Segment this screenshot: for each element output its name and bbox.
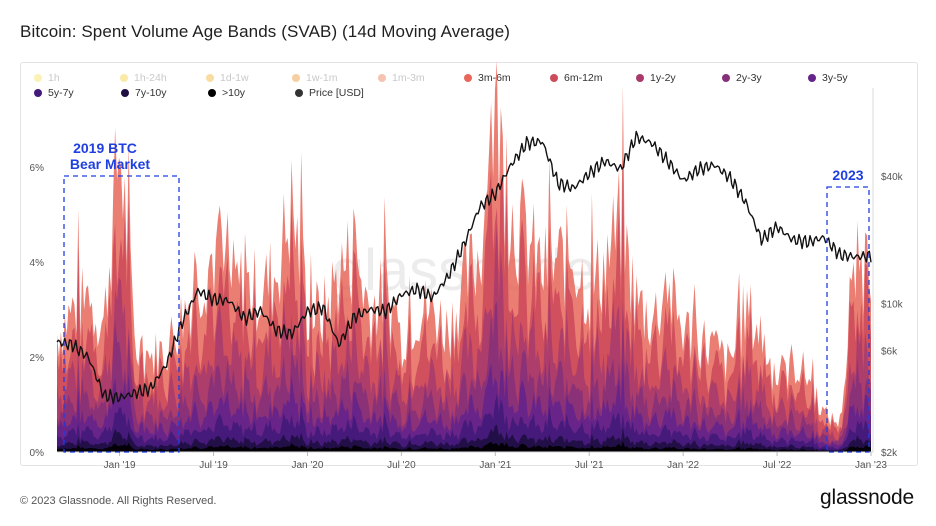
legend-item[interactable]: 1d-1w (206, 72, 292, 84)
legend-item[interactable]: 6m-12m (550, 72, 636, 84)
svab-band-3y-5y (57, 359, 871, 452)
price-series (56, 130, 872, 405)
legend-dot-icon (208, 88, 216, 97)
legend-label: 1d-1w (220, 71, 249, 84)
y-right-tick-label: $6k (881, 347, 898, 358)
y-left-tick-label: 0% (30, 448, 45, 459)
legend-dot-icon (34, 73, 42, 82)
svab-band-1y-2y (57, 223, 871, 452)
x-tick-label: Jul '22 (763, 460, 792, 471)
legend-item[interactable]: 5y-7y (34, 87, 121, 99)
annotation-box-2019 (63, 175, 180, 453)
legend-dot-icon (464, 73, 472, 82)
legend-item[interactable]: 1h (34, 72, 120, 84)
legend-label: >10y (222, 86, 246, 99)
legend-item[interactable]: 1w-1m (292, 72, 378, 84)
legend-dot-icon (121, 88, 129, 97)
svab-band-7y-10y (57, 424, 871, 452)
legend-item[interactable]: 7y-10y (121, 87, 208, 99)
y-right-tick-label: $40k (881, 172, 904, 183)
annotation-box-2023 (826, 186, 870, 453)
legend-label: 3m-6m (478, 71, 511, 84)
y-left-tick-label: 4% (30, 258, 45, 269)
legend-dot-icon (292, 73, 300, 82)
legend-dot-icon (378, 73, 386, 82)
annotation-label-2019-line2: Bear Market (70, 156, 150, 172)
legend-item[interactable]: Price [USD] (295, 87, 382, 99)
legend: 1h 1h-24h 1d-1w 1w-1m 1m-3m 3m-6m 6m-12m 1y-2y 2… (34, 70, 894, 100)
x-tick-label: Jan '23 (855, 460, 887, 471)
legend-item[interactable]: >10y (208, 87, 295, 99)
x-tick-label: Jul '20 (387, 460, 416, 471)
legend-label: 1y-2y (650, 71, 676, 84)
brand-logo: glassnode (820, 486, 914, 509)
annotation-label-2023: 2023 (832, 167, 863, 183)
legend-label: 2y-3y (736, 71, 762, 84)
x-tick-label: Jan '20 (291, 460, 323, 471)
legend-dot-icon (808, 73, 816, 82)
price-line (56, 130, 872, 405)
x-tick-label: Jan '21 (479, 460, 511, 471)
svab-band-5y-7y (57, 393, 871, 452)
legend-label: 1h-24h (134, 71, 167, 84)
x-tick-label: Jul '19 (199, 460, 228, 471)
svab-band->10y (57, 441, 871, 452)
copyright: © 2023 Glassnode. All Rights Reserved. (20, 495, 217, 507)
legend-item[interactable]: 3m-6m (464, 72, 550, 84)
annotation-label-2019-line1: 2019 BTC (73, 140, 137, 156)
x-tick-label: Jul '21 (575, 460, 604, 471)
y-right-tick-label: $2k (881, 448, 898, 459)
legend-dot-icon (120, 73, 128, 82)
chart-title: Bitcoin: Spent Volume Age Bands (SVAB) (… (20, 22, 511, 41)
legend-item[interactable]: 2y-3y (722, 72, 808, 84)
legend-label: 1m-3m (392, 71, 425, 84)
y-left-tick-label: 6% (30, 163, 45, 174)
legend-label: 5y-7y (48, 86, 74, 99)
legend-row: 5y-7y 7y-10y >10y Price [USD] (34, 85, 894, 100)
legend-label: 1h (48, 71, 60, 84)
legend-item[interactable]: 1y-2y (636, 72, 722, 84)
legend-item[interactable]: 1h-24h (120, 72, 206, 84)
legend-dot-icon (34, 88, 42, 97)
axes: 0% 2% 4% 6% $2k $6k $10k $40k Jan '19 Jul '19 Jan … (30, 88, 904, 471)
legend-dot-icon (550, 73, 558, 82)
legend-dot-icon (722, 73, 730, 82)
legend-dot-icon (636, 73, 644, 82)
legend-label: 6m-12m (564, 71, 603, 84)
legend-dot-icon (206, 73, 214, 82)
y-left-tick-label: 2% (30, 353, 45, 364)
y-right-tick-label: $10k (881, 300, 904, 311)
x-tick-label: Jan '19 (104, 460, 136, 471)
svab-stacked-areas (57, 60, 871, 453)
legend-label: Price [USD] (309, 86, 364, 99)
legend-label: 3y-5y (822, 71, 848, 84)
legend-item[interactable]: 3y-5y (808, 72, 894, 84)
legend-item[interactable]: 1m-3m (378, 72, 464, 84)
legend-label: 7y-10y (135, 86, 167, 99)
legend-dot-icon (295, 88, 303, 97)
legend-label: 1w-1m (306, 71, 338, 84)
x-tick-label: Jan '22 (667, 460, 699, 471)
legend-row: 1h 1h-24h 1d-1w 1w-1m 1m-3m 3m-6m 6m-12m 1y-2y 2… (34, 70, 894, 85)
